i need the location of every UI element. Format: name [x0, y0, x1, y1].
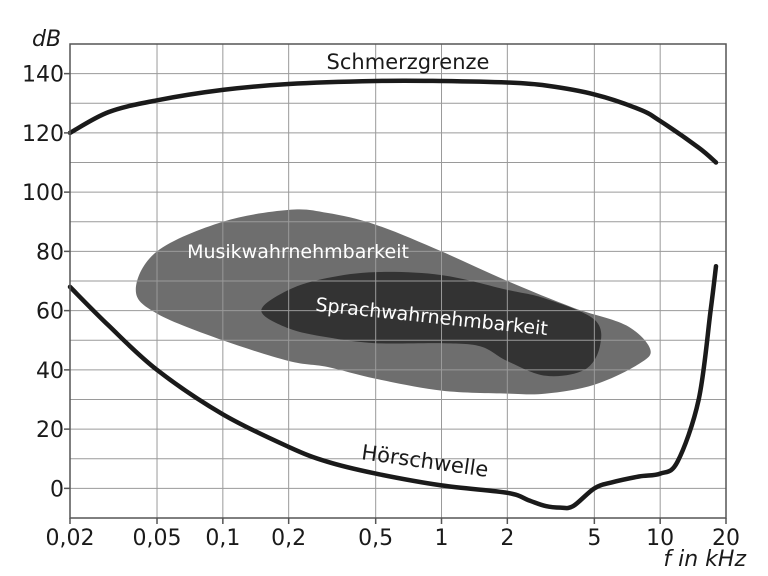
- x-tick-label: 0,5: [358, 526, 393, 551]
- plot-frame: [69, 43, 727, 519]
- curves: [67, 78, 719, 511]
- x-tick-label: 10: [646, 526, 674, 551]
- y-tick-label: 100: [22, 181, 64, 206]
- y-tick-label: 0: [50, 477, 64, 502]
- y-tick-label: 80: [36, 240, 64, 265]
- x-axis-ticks: 0,02 0,05 0,1 0,2 0,5 1 2 5 10 20: [46, 518, 740, 551]
- region-sprachwahrnehmbarkeit: [261, 271, 602, 377]
- x-tick-label: 5: [587, 526, 601, 551]
- x-tick-label: 20: [712, 526, 740, 551]
- x-tick-label: 2: [500, 526, 514, 551]
- x-tick-label: 0,2: [271, 526, 306, 551]
- y-axis-label: dB: [32, 27, 61, 52]
- plot-border: [69, 43, 727, 519]
- series-label-musikwahrnehmbarkeit: Musikwahrnehmbarkeit: [187, 241, 409, 263]
- series-label-schmerzgrenze: Schmerzgrenze: [327, 50, 490, 74]
- y-tick-label: 60: [36, 300, 64, 325]
- x-tick-label: 0,02: [46, 526, 95, 551]
- x-tick-label: 0,1: [205, 526, 240, 551]
- y-tick-label: 40: [36, 359, 64, 384]
- regions: [135, 209, 651, 395]
- x-tick-label: 0,05: [133, 526, 182, 551]
- y-tick-label: 20: [36, 418, 64, 443]
- y-tick-label: 120: [22, 122, 64, 147]
- y-tick-label: 140: [22, 63, 64, 88]
- curve-schmerzgrenze: [67, 78, 719, 165]
- x-axis-label: f in kHz: [663, 547, 746, 572]
- curve-hoerschwelle: [67, 263, 719, 511]
- y-axis-ticks: 0 20 40 60 80 100 120 140: [22, 63, 70, 502]
- x-tick-label: 1: [435, 526, 449, 551]
